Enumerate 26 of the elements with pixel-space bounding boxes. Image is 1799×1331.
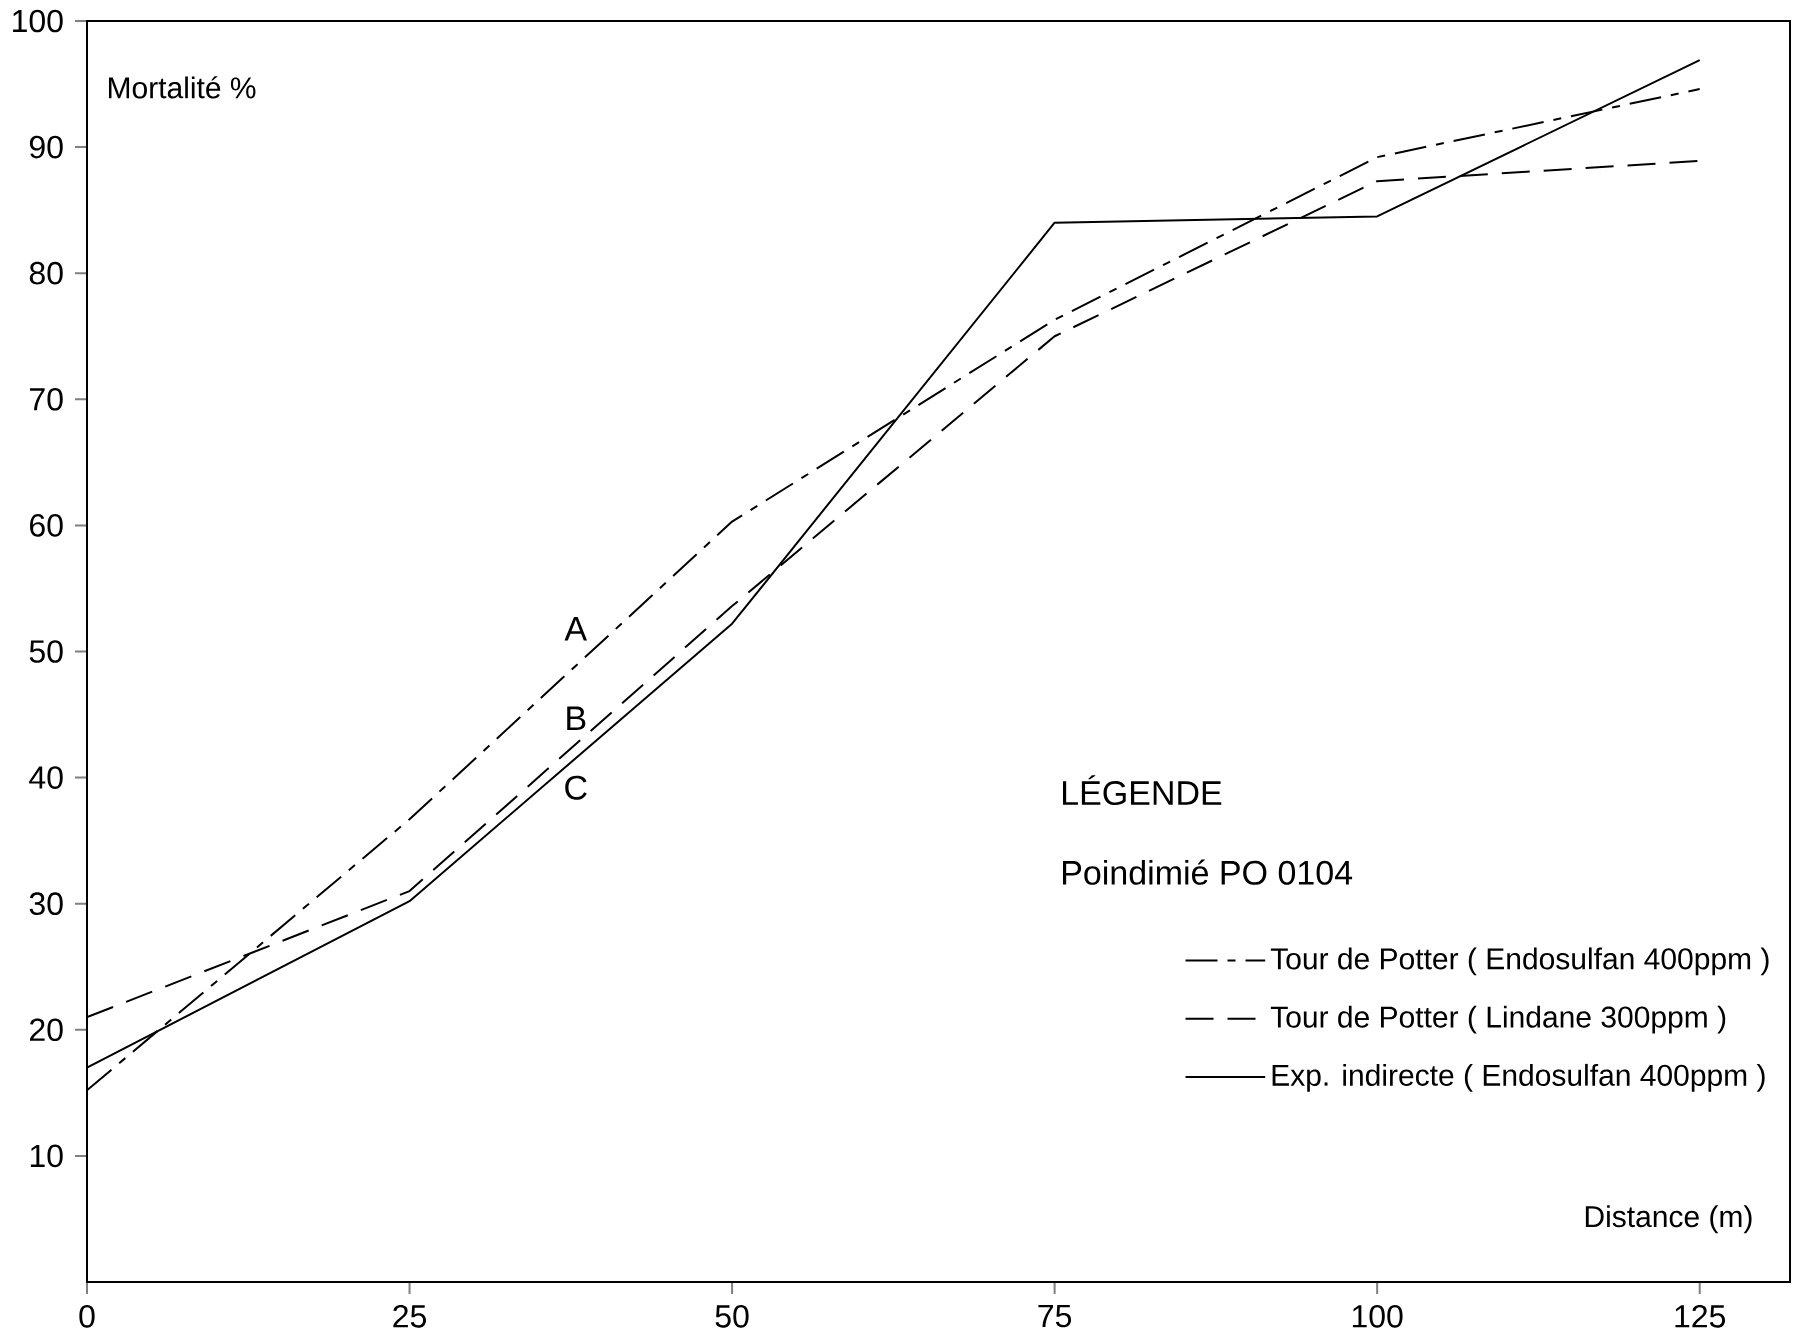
y-tick-label: 50 bbox=[29, 640, 63, 663]
y-tick-label: 10 bbox=[30, 1144, 63, 1168]
annotation: B bbox=[567, 706, 586, 730]
x-axis-title: Distance (m) bbox=[1585, 1205, 1752, 1234]
annotation: Poindimié PO 0104 bbox=[1063, 859, 1353, 885]
y-tick-label: 100 bbox=[13, 9, 63, 33]
legend-label: Tour de Potter ( Endosulfan 400ppm ) bbox=[1270, 947, 1769, 976]
x-tick-label: 100 bbox=[1352, 1305, 1403, 1328]
y-tick-label: 90 bbox=[29, 135, 63, 159]
x-tick-label: 50 bbox=[715, 1305, 749, 1328]
annotation: C bbox=[565, 775, 587, 800]
legend-label: Tour de Potter ( Lindane 300ppm ) bbox=[1270, 1005, 1726, 1034]
y-tick-label: 40 bbox=[29, 766, 63, 789]
y-tick-label: 60 bbox=[30, 514, 63, 537]
y-tick-label: 70 bbox=[30, 387, 63, 411]
y-axis-title: Mortalité % bbox=[108, 76, 256, 99]
annotation: A bbox=[564, 617, 588, 641]
y-tick-label: 20 bbox=[30, 1018, 63, 1042]
y-tick-label: 80 bbox=[29, 261, 63, 285]
legend-label: Exp. indirecte ( Endosulfan 400ppm ) bbox=[1272, 1063, 1765, 1092]
x-tick-label: 125 bbox=[1675, 1305, 1726, 1328]
x-tick-label: 0 bbox=[79, 1305, 95, 1328]
legend-title: LÉGENDE bbox=[1063, 775, 1222, 806]
x-tick-label: 25 bbox=[393, 1305, 426, 1328]
x-tick-label: 75 bbox=[1038, 1304, 1072, 1328]
y-tick-label: 30 bbox=[29, 892, 63, 916]
